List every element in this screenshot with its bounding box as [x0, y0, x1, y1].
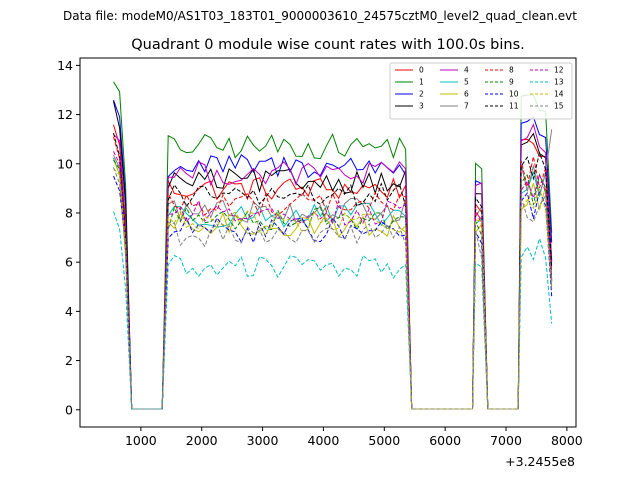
- legend-label-10: 10: [509, 90, 519, 99]
- series-line-4: [113, 123, 553, 410]
- y-tick-label: 0: [65, 402, 73, 417]
- series-line-7: [113, 129, 553, 410]
- plot-frame: [79, 57, 577, 428]
- series-line-10: [113, 175, 553, 410]
- series-line-14: [113, 168, 553, 410]
- y-tick-label: 12: [57, 107, 73, 122]
- chart-suptitle: Data file: modeM0/AS1T03_183T01_90000036…: [63, 9, 577, 23]
- y-axis: 0 2 4 6 8 10 12 14: [57, 58, 80, 417]
- legend-label-6: 6: [464, 90, 469, 99]
- series-line-13: [113, 211, 553, 410]
- y-tick-label: 2: [65, 353, 73, 368]
- series-line-12: [113, 151, 553, 410]
- series-line-11: [113, 132, 553, 410]
- y-tick-label: 10: [57, 156, 73, 171]
- series-line-5: [113, 157, 553, 410]
- x-axis-offset-label: +3.2455e8: [505, 454, 575, 469]
- legend-label-11: 11: [509, 102, 519, 111]
- legend-label-9: 9: [509, 78, 514, 87]
- x-tick-label: 2000: [186, 433, 218, 448]
- x-tick-label: 4000: [308, 433, 340, 448]
- series-line-9: [113, 159, 553, 410]
- x-tick-label: 7000: [490, 433, 522, 448]
- x-tick-label: 1000: [125, 433, 157, 448]
- legend-label-3: 3: [419, 102, 424, 111]
- legend-label-2: 2: [419, 90, 424, 99]
- legend-label-7: 7: [464, 102, 469, 111]
- y-tick-label: 4: [65, 304, 73, 319]
- series-line-6: [113, 158, 553, 410]
- legend-label-12: 12: [554, 66, 564, 75]
- legend-label-8: 8: [509, 66, 514, 75]
- x-tick-label: 5000: [368, 433, 400, 448]
- y-tick-label: 6: [65, 255, 73, 270]
- legend-label-13: 13: [554, 78, 564, 87]
- series-layer: [113, 81, 553, 410]
- x-tick-label: 6000: [429, 433, 461, 448]
- series-line-8: [113, 136, 553, 410]
- series-line-3: [113, 101, 553, 410]
- legend-label-14: 14: [554, 90, 564, 99]
- legend-box: [389, 62, 573, 120]
- legend-label-0: 0: [419, 66, 424, 75]
- x-tick-label: 8000: [551, 433, 583, 448]
- chart-title: Quadrant 0 module wise count rates with …: [131, 37, 525, 53]
- legend-label-5: 5: [464, 78, 469, 87]
- legend-label-15: 15: [554, 102, 564, 111]
- legend-label-4: 4: [464, 66, 469, 75]
- y-tick-label: 8: [65, 205, 73, 220]
- legend-label-1: 1: [419, 78, 424, 87]
- x-tick-label: 3000: [247, 433, 279, 448]
- series-line-1: [113, 81, 553, 410]
- x-axis: 1000 2000 3000 4000 5000 6000 7000 8000: [125, 427, 583, 448]
- series-line-15: [113, 167, 553, 410]
- y-tick-label: 14: [57, 58, 73, 73]
